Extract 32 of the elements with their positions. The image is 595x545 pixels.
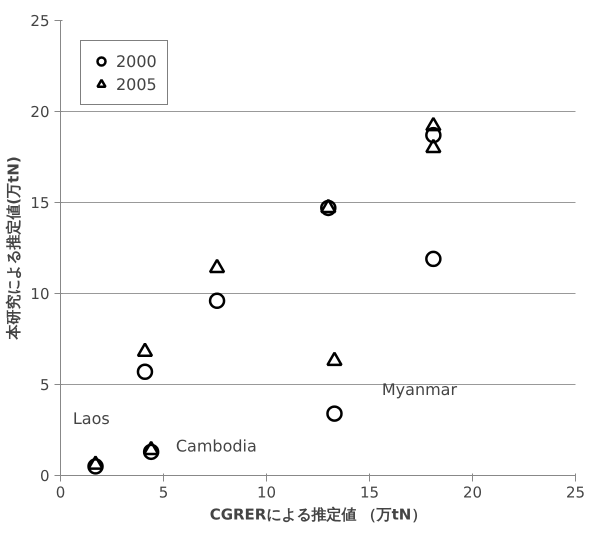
- point: [208, 292, 226, 310]
- y-tick-label: 0: [40, 467, 50, 485]
- y-tick-label: 20: [30, 103, 50, 121]
- x-tick-label: 15: [360, 484, 380, 502]
- point: [320, 200, 337, 216]
- point: [142, 444, 160, 460]
- annotation: Myanmar: [382, 380, 458, 400]
- point: [425, 250, 442, 268]
- x-tick-label: 20: [462, 484, 482, 502]
- y-tick-label: 25: [30, 12, 50, 30]
- point: [208, 258, 226, 274]
- x-tick-label: 0: [56, 484, 66, 502]
- y-tick-label: 15: [30, 194, 50, 212]
- x-tick-label: 5: [158, 484, 168, 502]
- x-axis-title: CGRERによる推定値 （万tN）: [210, 506, 426, 524]
- point: [136, 342, 154, 358]
- annotation: Laos: [72, 409, 110, 428]
- point: [326, 405, 343, 422]
- point: [320, 198, 337, 214]
- x-tick-label: 10: [256, 484, 276, 502]
- x-tick-label: 25: [566, 484, 586, 502]
- point: [425, 138, 442, 154]
- point: [87, 458, 104, 475]
- point: [425, 116, 442, 132]
- point: [136, 364, 154, 380]
- y-tick-label: 5: [40, 376, 50, 394]
- legend-label: 2000: [116, 52, 157, 70]
- legend-label: 2005: [116, 74, 157, 94]
- point: [326, 352, 343, 366]
- y-tick-label: 10: [30, 285, 50, 303]
- y-axis-title: 本研究による推定値(万tN): [4, 156, 22, 341]
- annotation: Cambodia: [176, 436, 257, 456]
